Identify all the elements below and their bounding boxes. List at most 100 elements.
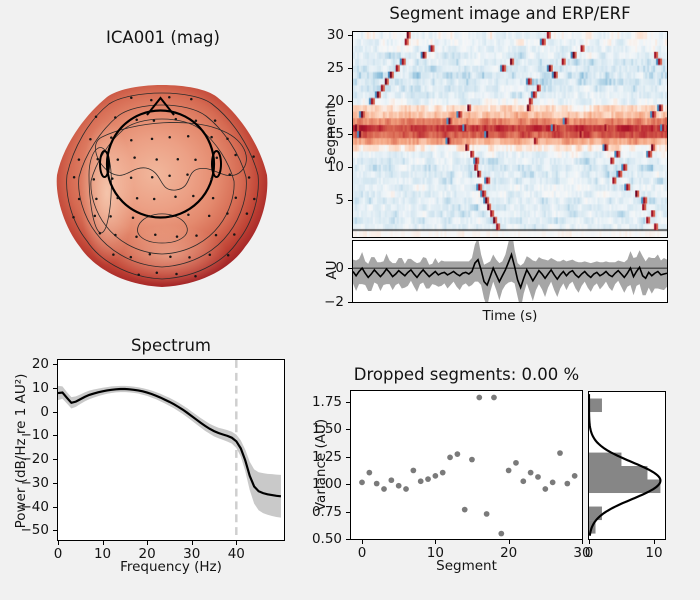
sensor-dot (129, 176, 133, 179)
sensor-dot (194, 119, 198, 123)
sensor-dot (130, 138, 133, 142)
hist-bar (589, 479, 661, 494)
sensor-dot (150, 137, 154, 141)
hist-bar (589, 452, 622, 467)
sensor-dot (210, 177, 213, 180)
sensor-dot (77, 158, 81, 161)
sensor-dot (194, 275, 197, 278)
erp-xlabel: Time (s) (482, 308, 538, 324)
variance-point (520, 478, 527, 485)
spectrum-ytick-mark (53, 435, 57, 437)
variance-ytick: 0.75 (311, 503, 342, 520)
sensor-dot (135, 235, 138, 238)
spectrum-xtick: 0 (53, 546, 63, 562)
hist-xtick: 0 (584, 545, 594, 561)
segment-ytick: 30 (326, 27, 344, 44)
sensor-dot (150, 98, 153, 102)
variance-point (549, 479, 556, 486)
sensor-dot (188, 256, 191, 259)
sensor-dot (214, 233, 218, 237)
sensor-dot (130, 96, 133, 99)
segment-ytick: 20 (326, 93, 344, 110)
variance-xtick: 30 (573, 545, 591, 561)
variance-point (461, 506, 468, 513)
spectrum-xtick-mark (147, 541, 149, 545)
variance-point (439, 469, 446, 476)
variance-point (535, 474, 541, 480)
spectrum-ytick: −50 (20, 522, 50, 539)
variance-ytick: 1.00 (311, 476, 342, 493)
spectrum-ytick-mark (53, 530, 57, 532)
spectrum-ytick: 20 (31, 356, 49, 373)
erp-plot (353, 241, 667, 302)
sensor-dot (116, 196, 119, 200)
sensor-dot (152, 119, 156, 122)
sensor-dot (211, 196, 215, 200)
variance-point (498, 530, 505, 537)
spectrum-xtick-mark (191, 541, 193, 545)
sensor-dot (252, 155, 255, 158)
sensor-dot (109, 215, 112, 218)
variance-point (447, 454, 453, 461)
spectrum-ytick: −20 (20, 451, 50, 468)
erp-ytick: 0 (335, 260, 344, 276)
sensor-dot (77, 197, 81, 201)
sensor-dot (253, 197, 256, 201)
sensor-dot (92, 178, 96, 181)
variance-point (564, 480, 571, 487)
head-outline (105, 109, 216, 219)
sensor-dot (111, 177, 114, 180)
segment-ytick: 15 (326, 126, 344, 143)
variance-point (373, 480, 380, 487)
variance-ytick-mark (346, 539, 350, 540)
sensor-dot (208, 253, 212, 256)
sensor-dot (169, 255, 172, 258)
sensor-dot (226, 253, 230, 257)
variance-point (417, 478, 424, 485)
spectrum-ytick-mark (53, 364, 57, 366)
sensor-dot (234, 196, 238, 199)
sensor-dot (175, 235, 179, 238)
variance-ytick-mark (346, 429, 350, 431)
variance-point (476, 394, 483, 401)
spectrum-title: Spectrum (131, 336, 211, 355)
segment-ytick-mark (348, 35, 352, 37)
variance-point (432, 472, 439, 479)
variance-ytick: 1.75 (311, 394, 342, 411)
spectrum-axes (57, 359, 285, 541)
sensor-dot (175, 272, 178, 276)
segment-ytick-mark (348, 167, 352, 169)
sensor-dot (215, 156, 219, 159)
segment-image-axes (352, 31, 668, 238)
sensor-dot (213, 119, 217, 122)
sensor-dot (226, 212, 229, 215)
variance-ytick-mark (346, 484, 350, 486)
sensor-dot (114, 116, 117, 119)
variance-point (483, 511, 490, 517)
spectrum-xtick: 10 (93, 546, 112, 562)
sensor-dot (245, 212, 249, 215)
sensor-dot (135, 196, 139, 200)
variance-ytick: 1.50 (311, 421, 342, 438)
spectrum-ytick: 0 (40, 403, 49, 420)
variance-scatter-axes (350, 390, 583, 540)
sensor-dot (152, 197, 156, 201)
sensor-dot (190, 97, 193, 101)
variance-point (359, 479, 365, 486)
sensor-dot (176, 157, 180, 161)
sensor-dot (174, 117, 178, 121)
variance-scatter-plot (359, 394, 578, 537)
segment-ytick: 25 (326, 60, 344, 77)
sensor-dot (131, 216, 135, 220)
sensor-dot (234, 153, 237, 157)
variance-point (505, 467, 512, 474)
variance-point (513, 459, 519, 466)
segment-image-title: Segment image and ERP/ERF (389, 4, 631, 23)
segment-ytick-mark (348, 134, 352, 136)
variance-ytick: 1.25 (311, 448, 342, 465)
sensor-dot (98, 232, 102, 235)
variance-xtick-mark (508, 540, 510, 544)
sensor-dot (169, 214, 172, 218)
segment-ytick-mark (348, 68, 352, 70)
spectrum-ytick: −30 (20, 474, 50, 491)
